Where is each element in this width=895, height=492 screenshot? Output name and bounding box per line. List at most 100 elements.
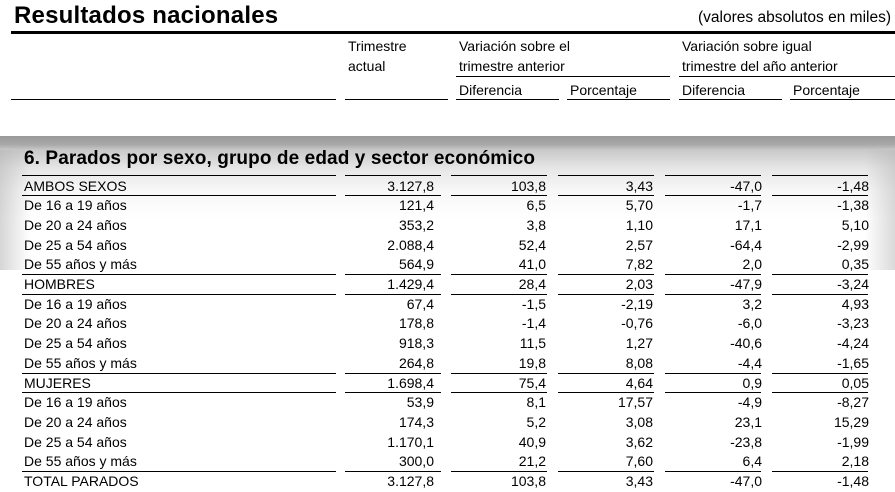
cell-porcentaje-anual: -1,48 [837, 473, 869, 489]
cell-trimestre-actual: 918,3 [398, 335, 434, 352]
header-rule-pct-1 [567, 99, 670, 100]
cell-porcentaje-anual: -1,48 [837, 177, 869, 194]
table-row: De 55 años y más 564,9 41,0 7,82 2,0 0,3… [0, 255, 895, 275]
cell-diferencia-trimestre: 52,4 [518, 236, 546, 253]
table-row: De 16 a 19 años 53,9 8,1 17,57 -4,9 -8,2… [0, 393, 895, 413]
row-rule [772, 471, 868, 473]
row-rule [22, 372, 336, 374]
cell-trimestre-actual: 564,9 [398, 256, 434, 273]
cell-diferencia-anual: -23,8 [730, 433, 762, 450]
row-label: De 16 a 19 años [24, 197, 127, 214]
group-header-prev-year-line1: Variación sobre igual [682, 38, 812, 54]
cell-diferencia-anual: 17,1 [734, 216, 762, 233]
table-row: De 55 años y más 300,0 21,2 7,60 6,4 2,1… [0, 452, 895, 472]
cell-diferencia-trimestre: 41,0 [518, 256, 546, 273]
row-rule [22, 195, 336, 197]
row-rule [22, 471, 336, 473]
row-rule [772, 195, 868, 197]
row-label: De 55 años y más [24, 354, 137, 371]
section-title: 6. Parados por sexo, grupo de edad y sec… [24, 148, 536, 169]
cell-porcentaje-trimestre: 1,27 [625, 335, 653, 352]
cell-diferencia-anual: -47,9 [730, 276, 762, 292]
cell-trimestre-actual: 1.429,4 [387, 276, 434, 292]
cell-trimestre-actual: 1.698,4 [387, 374, 434, 391]
row-label: De 25 a 54 años [24, 433, 127, 450]
cell-porcentaje-anual: 2,18 [841, 453, 869, 470]
cell-porcentaje-trimestre: 1,10 [625, 216, 653, 233]
cell-diferencia-trimestre: -1,4 [521, 315, 546, 332]
cell-diferencia-trimestre: 28,4 [518, 276, 546, 292]
row-rule [665, 175, 761, 177]
header-area: Resultados nacionales (valores absolutos… [0, 0, 895, 128]
row-rule [772, 274, 868, 276]
row-rule [22, 175, 336, 177]
row-rule [22, 392, 336, 394]
row-label: MUJERES [24, 374, 91, 391]
left-shadow [0, 150, 30, 270]
row-label: HOMBRES [24, 276, 95, 292]
table-row: MUJERES 1.698,4 75,4 4,64 0,9 0,05 [0, 374, 895, 394]
header-rule-dif-1 [456, 99, 559, 100]
row-rule [665, 471, 761, 473]
header-rule-pct-2 [790, 99, 895, 100]
row-rule [665, 274, 761, 276]
row-label: De 20 a 24 años [24, 216, 127, 233]
subheader-diferencia-1: Diferencia [459, 82, 523, 98]
cell-trimestre-actual: 178,8 [398, 315, 434, 332]
table-row: De 25 a 54 años 918,3 11,5 1,27 -40,6 -4… [0, 334, 895, 354]
cell-porcentaje-anual: -3,23 [837, 315, 869, 332]
row-rule [558, 372, 654, 374]
right-shadow [865, 150, 895, 270]
cell-trimestre-actual: 353,2 [398, 216, 434, 233]
row-label: De 16 a 19 años [24, 394, 127, 411]
cell-porcentaje-anual: 15,29 [833, 413, 869, 430]
row-label: De 25 a 54 años [24, 236, 127, 253]
cell-trimestre-actual: 300,0 [398, 453, 434, 470]
cell-porcentaje-anual: -1,65 [837, 354, 869, 371]
row-rule [772, 293, 868, 295]
row-label: TOTAL PARADOS [24, 473, 139, 489]
row-rule [345, 274, 441, 276]
cell-porcentaje-trimestre: 3,43 [625, 473, 653, 489]
row-rule [345, 471, 441, 473]
cell-diferencia-anual: -64,4 [730, 236, 762, 253]
cell-diferencia-trimestre: 40,9 [518, 433, 546, 450]
units-note: (valores absolutos en miles) [698, 9, 891, 26]
subheader-diferencia-2: Diferencia [682, 82, 746, 98]
cell-porcentaje-trimestre: 3,62 [625, 433, 653, 450]
row-rule [558, 471, 654, 473]
row-rule [558, 392, 654, 394]
cell-porcentaje-anual: 5,10 [841, 216, 869, 233]
cell-diferencia-anual: -1,7 [737, 197, 762, 214]
row-rule [451, 175, 547, 177]
header-rule-actual [345, 99, 448, 100]
cell-diferencia-anual: 6,4 [742, 453, 762, 470]
cell-porcentaje-trimestre: 17,57 [617, 394, 653, 411]
cell-porcentaje-trimestre: 7,82 [625, 256, 653, 273]
cell-diferencia-anual: -4,9 [737, 394, 762, 411]
row-label: De 25 a 54 años [24, 335, 127, 352]
cell-porcentaje-trimestre: 8,08 [625, 354, 653, 371]
table-row: De 25 a 54 años 1.170,1 40,9 3,62 -23,8 … [0, 433, 895, 453]
page-title: Resultados nacionales [14, 2, 279, 29]
row-label: De 20 a 24 años [24, 413, 127, 430]
cell-porcentaje-anual: -3,24 [837, 276, 869, 292]
cell-porcentaje-trimestre: 2,03 [625, 276, 653, 292]
cell-trimestre-actual: 3.127,8 [387, 473, 434, 489]
table-row: De 20 a 24 años 178,8 -1,4 -0,76 -6,0 -3… [0, 314, 895, 334]
col-header-trimestre-line1: Trimestre [348, 38, 407, 54]
cell-porcentaje-anual: -1,38 [837, 197, 869, 214]
group-header-prev-year-line2: trimestre del año anterior [682, 58, 838, 74]
group-header-prev-quarter-line1: Variación sobre el [459, 38, 571, 54]
cell-diferencia-trimestre: 6,5 [526, 197, 546, 214]
row-rule [558, 175, 654, 177]
cell-trimestre-actual: 3.127,8 [387, 177, 434, 194]
row-label: De 20 a 24 años [24, 315, 127, 332]
cell-porcentaje-trimestre: -0,76 [621, 315, 653, 332]
row-rule [558, 274, 654, 276]
row-rule [451, 274, 547, 276]
row-rule [558, 293, 654, 295]
cell-diferencia-anual: -47,0 [730, 177, 762, 194]
table-row: De 16 a 19 años 121,4 6,5 5,70 -1,7 -1,3… [0, 196, 895, 216]
table-row: De 16 a 19 años 67,4 -1,5 -2,19 3,2 4,93 [0, 295, 895, 315]
